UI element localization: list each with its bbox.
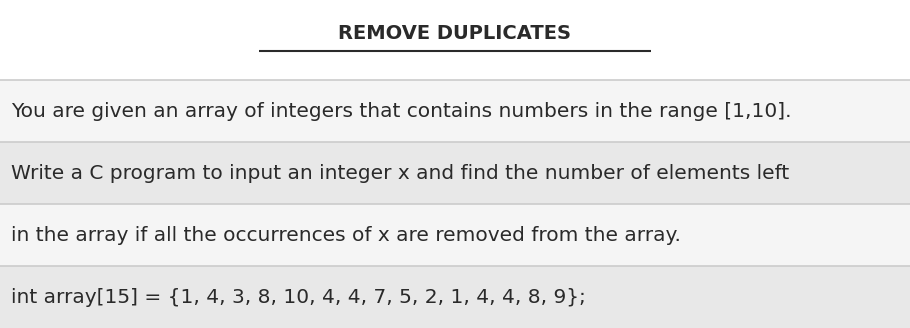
Text: int array[15] = {1, 4, 3, 8, 10, 4, 4, 7, 5, 2, 1, 4, 4, 8, 9};: int array[15] = {1, 4, 3, 8, 10, 4, 4, 7… xyxy=(11,288,586,307)
Bar xyxy=(0,204,910,266)
Text: REMOVE DUPLICATES: REMOVE DUPLICATES xyxy=(339,24,571,43)
Text: You are given an array of integers that contains numbers in the range [1,10].: You are given an array of integers that … xyxy=(11,102,792,121)
Bar xyxy=(0,0,910,80)
Bar xyxy=(0,142,910,204)
Text: Write a C program to input an integer x and find the number of elements left: Write a C program to input an integer x … xyxy=(11,164,789,183)
Bar xyxy=(0,266,910,328)
Bar xyxy=(0,80,910,142)
Text: in the array if all the occurrences of x are removed from the array.: in the array if all the occurrences of x… xyxy=(11,226,681,245)
